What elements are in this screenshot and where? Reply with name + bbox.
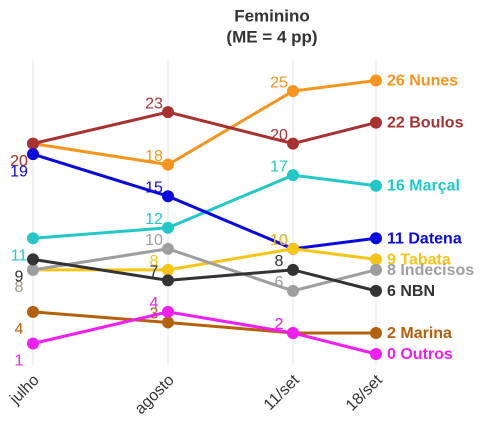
data-label: 20: [10, 153, 28, 170]
data-label: 19: [10, 163, 28, 180]
data-label: 6: [275, 274, 284, 291]
end-label: 6 NBN: [387, 283, 435, 300]
data-label: 17: [270, 158, 288, 175]
chart-title: Feminino: [234, 6, 310, 25]
series-line: [32, 173, 377, 240]
end-value: 22: [387, 115, 405, 132]
point: [162, 316, 174, 329]
end-label: 26 Nunes: [387, 73, 458, 90]
point: [27, 148, 39, 161]
data-label: 25: [270, 74, 288, 91]
x-tick-label: julho: [6, 372, 43, 409]
point: [162, 263, 174, 276]
point: [370, 116, 382, 129]
end-value: 9: [387, 252, 396, 269]
end-value: 26: [387, 73, 405, 90]
end-label: 11 Datena: [387, 231, 462, 248]
point: [370, 232, 382, 245]
series-line: [32, 152, 377, 251]
point: [27, 137, 39, 150]
series-name: Marina: [400, 325, 452, 342]
data-label: 2: [275, 316, 284, 333]
end-value: 11: [387, 231, 404, 248]
series-line: [32, 257, 377, 293]
point: [27, 232, 39, 245]
series-name: Indecisos: [400, 262, 474, 279]
point: [27, 337, 39, 350]
point: [370, 326, 382, 339]
data-label: 8: [15, 279, 24, 296]
series-name: NBN: [400, 283, 435, 300]
data-label: 18: [145, 148, 163, 165]
point: [370, 179, 382, 192]
chart-subtitle: (ME = 4 pp): [226, 27, 317, 46]
point: [287, 169, 299, 182]
end-label: 16 Marçal: [387, 178, 460, 195]
point: [162, 274, 174, 287]
x-tick-label: 18/set: [343, 371, 386, 414]
point: [287, 326, 299, 339]
point: [287, 85, 299, 98]
end-value: 8: [387, 262, 396, 279]
series-name: Datena: [408, 231, 461, 248]
point: [287, 284, 299, 297]
data-label: 8: [150, 253, 159, 270]
point: [27, 305, 39, 318]
data-label: 9: [15, 269, 24, 286]
data-label: 12: [145, 211, 163, 228]
end-value: 0: [387, 346, 396, 363]
point: [370, 284, 382, 297]
series-name: Outros: [400, 346, 453, 363]
series-name: Nunes: [409, 73, 458, 90]
data-label: 23: [145, 95, 163, 112]
point: [162, 190, 174, 203]
x-tick-label: 11/set: [261, 371, 303, 413]
end-label: 9 Tabata: [387, 252, 451, 269]
end-label: 0 Outros: [387, 346, 453, 363]
data-label: 20: [10, 153, 28, 170]
data-label: 4: [150, 295, 159, 312]
point: [370, 74, 382, 87]
end-label: 22 Boulos: [387, 115, 464, 132]
data-label: 8: [15, 279, 24, 296]
point: [370, 263, 382, 276]
data-label: 10: [145, 232, 163, 249]
end-label: 2 Marina: [387, 325, 452, 342]
end-value: 6: [387, 283, 396, 300]
end-value: 2: [387, 325, 396, 342]
point: [162, 242, 174, 255]
data-label: 15: [145, 179, 163, 196]
point: [162, 221, 174, 234]
end-label: 8 Indecisos: [387, 262, 474, 279]
point: [287, 263, 299, 276]
data-label: 11: [11, 248, 28, 265]
point: [370, 348, 382, 360]
data-label: 8: [275, 253, 284, 270]
point: [287, 242, 299, 255]
data-label: 20: [270, 127, 288, 144]
series-name: Tabata: [400, 252, 450, 269]
point: [287, 137, 299, 150]
series-name: Marçal: [409, 178, 460, 195]
data-label: 10: [270, 232, 288, 249]
point: [162, 305, 174, 318]
series-line: [32, 310, 377, 356]
end-value: 16: [387, 178, 405, 195]
data-label: 1: [15, 353, 24, 370]
series-name: Boulos: [409, 115, 463, 132]
point: [162, 106, 174, 119]
point: [162, 158, 174, 171]
data-label: 2: [275, 316, 284, 333]
x-tick-label: agosto: [132, 372, 178, 418]
point: [27, 253, 39, 266]
point: [27, 263, 39, 276]
data-label: 10: [270, 232, 288, 249]
series-line: [32, 310, 376, 335]
data-label: 7: [150, 264, 159, 281]
series-line: [32, 110, 377, 146]
point: [370, 253, 382, 266]
data-label: 4: [15, 321, 24, 338]
